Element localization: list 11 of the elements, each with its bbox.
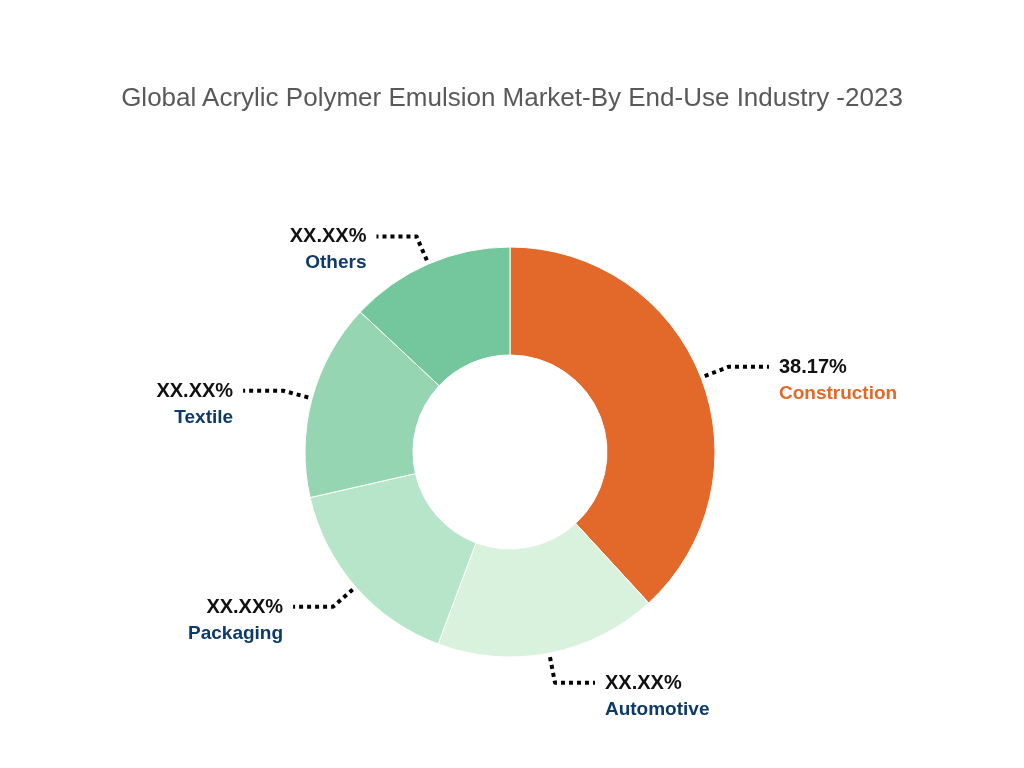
slice-label: Textile bbox=[174, 405, 234, 427]
data-label: XX.XX% bbox=[206, 594, 284, 617]
data-label: XX.XX% bbox=[156, 378, 234, 401]
chart-title: Global Acrylic Polymer Emulsion Market-By End-Use Industry -2023 bbox=[120, 82, 904, 113]
slice-label: Automotive bbox=[604, 697, 710, 719]
slice-label: Others bbox=[305, 251, 367, 273]
data-label: 38.17% bbox=[778, 354, 848, 377]
data-label: XX.XX% bbox=[604, 670, 682, 693]
slice-label: Packaging bbox=[188, 621, 284, 643]
data-label: XX.XX% bbox=[289, 224, 367, 247]
slice-label: Construction bbox=[778, 381, 898, 403]
